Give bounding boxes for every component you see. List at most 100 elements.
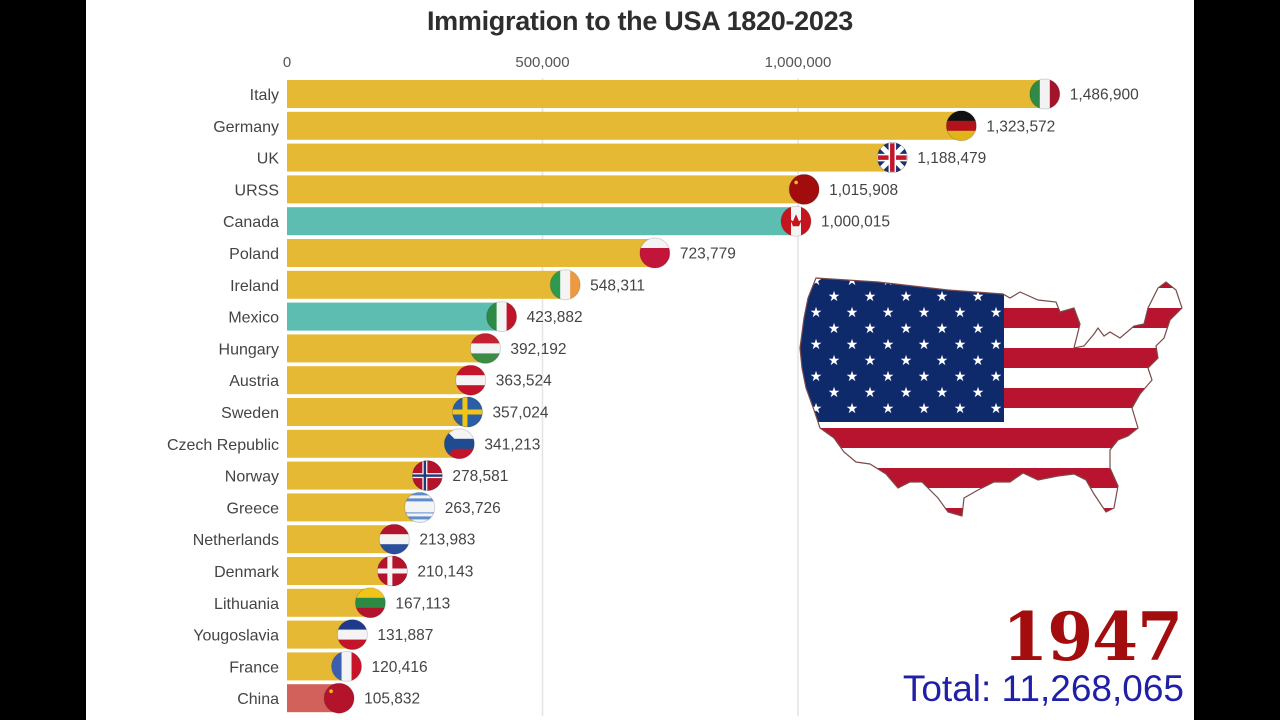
svg-text:★: ★ [990, 337, 1003, 353]
austria-flag-icon [455, 365, 486, 396]
category-label: China [237, 691, 279, 708]
svg-text:★: ★ [846, 369, 859, 385]
bar-row: URSS 1,015,908 [235, 173, 898, 205]
svg-text:★: ★ [918, 401, 931, 417]
bar-row: Mexico 423,882 [228, 301, 583, 333]
svg-text:★: ★ [936, 289, 949, 305]
svg-text:★: ★ [828, 353, 841, 369]
category-label: Sweden [221, 405, 279, 422]
x-tick-label: 0 [283, 54, 291, 71]
svg-text:★: ★ [936, 321, 949, 337]
svg-text:★: ★ [972, 321, 985, 337]
bar-row: Italy 1,486,900 [250, 78, 1139, 110]
bar [287, 525, 397, 554]
bar-row: France 120,416 [229, 650, 428, 682]
value-label: 723,779 [680, 246, 736, 263]
svg-text:★: ★ [810, 273, 823, 289]
svg-text:★: ★ [954, 273, 967, 289]
category-label: Lithuania [214, 596, 279, 613]
category-label: France [229, 659, 279, 676]
svg-text:★: ★ [864, 289, 877, 305]
value-label: 131,887 [377, 627, 433, 644]
ireland-flag-icon [550, 269, 581, 300]
bar-row: UK 1,188,479 [257, 142, 986, 174]
category-label: Ireland [230, 278, 279, 295]
bar [287, 334, 488, 363]
value-label: 357,024 [492, 405, 548, 422]
bar [287, 366, 473, 395]
bar-row: Greece 263,726 [227, 491, 501, 523]
bar-row: Ireland 548,311 [230, 269, 645, 301]
year-label: 1947 [1002, 598, 1183, 676]
poland-flag-icon [639, 238, 670, 268]
netherlands-flag-icon [379, 524, 410, 555]
bar [287, 270, 568, 299]
value-label: 105,832 [364, 691, 420, 708]
mexico-flag-icon [486, 301, 517, 332]
bar-chart: 0 500,000 1,000,000 Italy 1,486,900 Germany 1… [167, 54, 1139, 716]
hungary-flag-icon [470, 333, 501, 364]
svg-text:★: ★ [918, 369, 931, 385]
bar [287, 80, 1047, 108]
svg-text:★: ★ [882, 273, 895, 289]
czech-flag-icon [444, 428, 475, 459]
value-label: 1,323,572 [986, 118, 1055, 135]
svg-text:★: ★ [828, 321, 841, 337]
category-label: URSS [235, 182, 279, 199]
bar [287, 557, 395, 585]
bar [287, 398, 470, 426]
bar-row: Poland 723,779 [229, 237, 736, 269]
bar [287, 239, 657, 267]
svg-text:★: ★ [936, 385, 949, 401]
svg-text:★: ★ [954, 337, 967, 353]
bar-row: Netherlands 213,983 [193, 523, 475, 555]
svg-text:★: ★ [954, 401, 967, 417]
italy-flag-icon [1029, 79, 1060, 109]
svg-text:★: ★ [990, 305, 1003, 321]
svg-text:★: ★ [846, 401, 859, 417]
svg-text:★: ★ [972, 353, 985, 369]
value-label: 423,882 [527, 309, 583, 326]
yugoslavia-flag-icon [337, 619, 368, 650]
value-label: 548,311 [590, 277, 645, 294]
bar [287, 143, 895, 172]
svg-text:★: ★ [936, 353, 949, 369]
category-label: Canada [223, 214, 279, 231]
svg-text:★: ★ [900, 289, 913, 305]
china-flag-icon [324, 683, 355, 714]
svg-text:★: ★ [954, 305, 967, 321]
bar [287, 429, 462, 458]
category-label: UK [257, 151, 280, 168]
value-label: 1,000,015 [821, 214, 890, 231]
sweden-flag-icon [452, 397, 483, 427]
canada-flag-icon [781, 206, 812, 237]
category-label: Hungary [219, 341, 279, 358]
svg-text:★: ★ [828, 385, 841, 401]
bar-row: Denmark 210,143 [214, 555, 473, 587]
france-flag-icon [331, 651, 362, 682]
svg-text:★: ★ [864, 353, 877, 369]
category-label: Denmark [214, 564, 280, 581]
chart-title: Immigration to the USA 1820-2023 [426, 6, 854, 36]
value-label: 120,416 [372, 659, 428, 676]
bar [287, 302, 504, 331]
value-label: 1,015,908 [829, 182, 898, 199]
bar-row: Sweden 357,024 [221, 396, 549, 428]
category-label: Yougoslavia [193, 628, 279, 645]
svg-text:★: ★ [846, 273, 859, 289]
svg-text:★: ★ [864, 321, 877, 337]
svg-text:★: ★ [954, 369, 967, 385]
x-tick-label: 1,000,000 [765, 54, 832, 71]
norway-flag-icon [412, 460, 443, 491]
value-label: 392,192 [510, 341, 566, 358]
svg-text:★: ★ [810, 337, 823, 353]
category-label: Norway [225, 469, 279, 486]
svg-text:★: ★ [900, 353, 913, 369]
category-label: Netherlands [193, 532, 279, 549]
bar-row: Lithuania 167,113 [214, 587, 450, 619]
usa-flag-map-icon: ★ ★ ★ ★ ★ ★ ★ ★ ★ ★ ★ ★ ★ ★ ★ ★ ★ ★ ★ ★ ★ ★ ★ ★ ★ ★ ★ ★ ★ ★ ★ ★ ★ ★ ★ ★ ★ ★ ★ ★… [799, 273, 1183, 517]
category-label: Germany [213, 119, 279, 136]
bar-row: Yougoslavia 131,887 [193, 619, 433, 651]
value-label: 167,113 [395, 595, 450, 612]
bar [287, 461, 430, 490]
